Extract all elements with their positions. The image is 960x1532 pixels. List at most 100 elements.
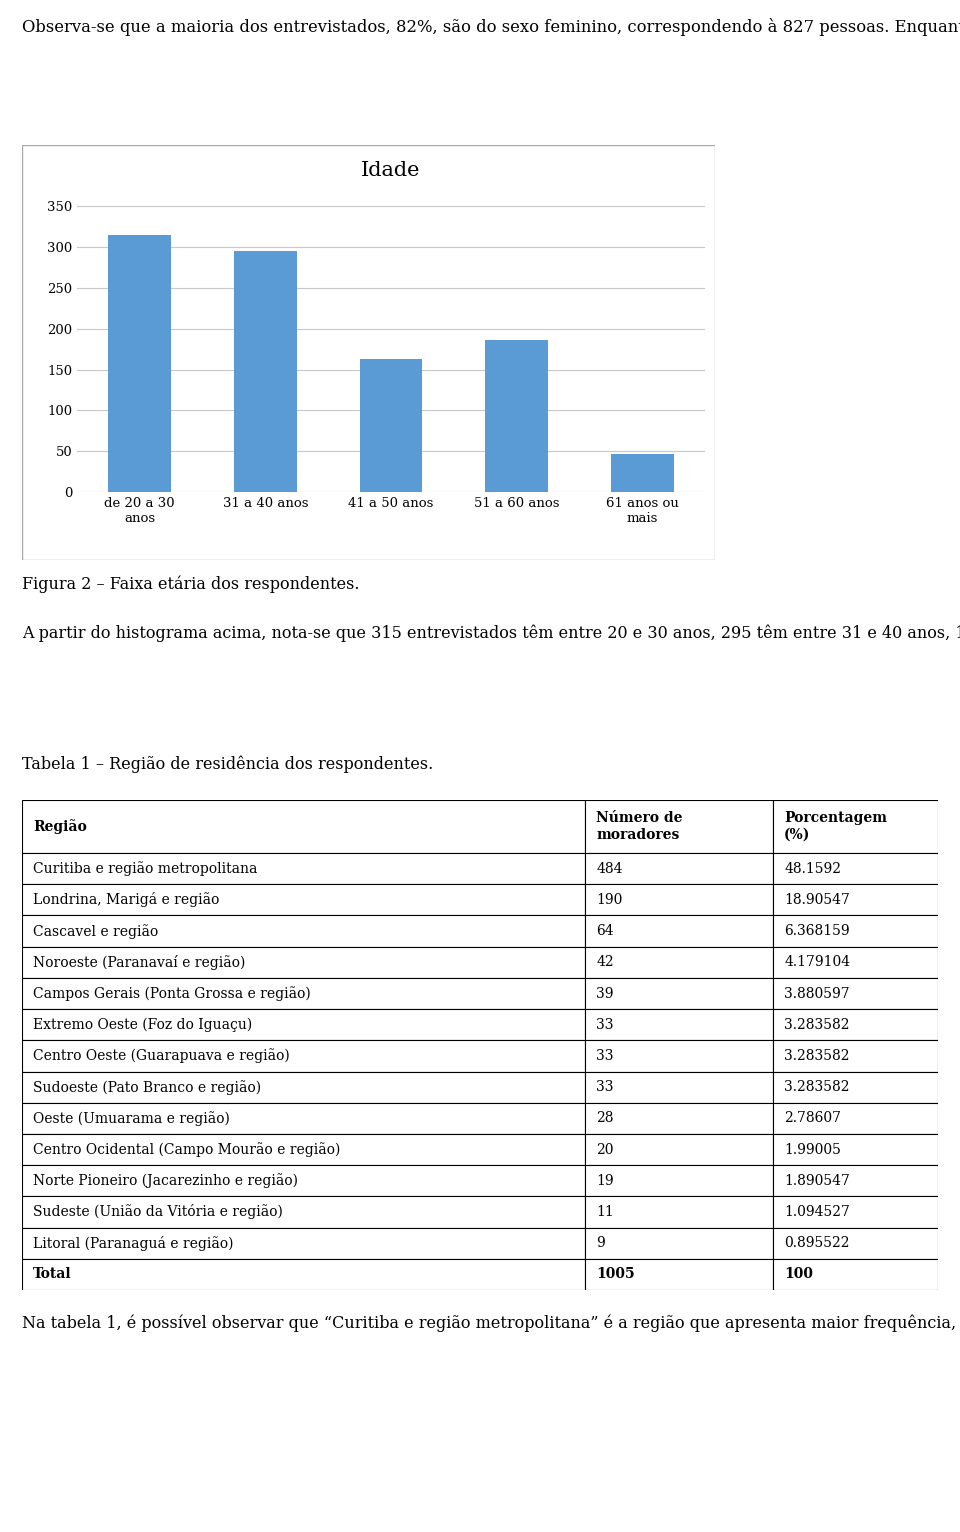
Text: 33: 33	[596, 1017, 613, 1031]
Bar	[586, 1071, 773, 1103]
Text: Noroeste (Paranavaí e região): Noroeste (Paranavaí e região)	[33, 954, 246, 970]
Text: 1.094527: 1.094527	[784, 1206, 850, 1219]
Bar	[22, 916, 586, 947]
Bar	[586, 977, 773, 1010]
Bar	[22, 884, 586, 916]
Text: Número de
moradores: Número de moradores	[596, 812, 683, 841]
Bar	[586, 1134, 773, 1166]
Text: Sudeste (União da Vitória e região): Sudeste (União da Vitória e região)	[33, 1204, 283, 1219]
Bar	[22, 1040, 586, 1071]
Text: Campos Gerais (Ponta Grossa e região): Campos Gerais (Ponta Grossa e região)	[33, 987, 311, 1000]
Bar	[586, 947, 773, 977]
Text: Litoral (Paranaguá e região): Litoral (Paranaguá e região)	[33, 1236, 233, 1250]
Text: 33: 33	[596, 1049, 613, 1063]
Text: Tabela 1 – Região de residência dos respondentes.: Tabela 1 – Região de residência dos resp…	[22, 755, 433, 772]
Bar	[773, 800, 938, 853]
Text: Porcentagem
(%): Porcentagem (%)	[784, 812, 887, 841]
Text: Centro Ocidental (Campo Mourão e região): Centro Ocidental (Campo Mourão e região)	[33, 1143, 341, 1157]
Bar	[586, 916, 773, 947]
Text: Total: Total	[33, 1267, 72, 1281]
Text: Centro Oeste (Guarapuava e região): Centro Oeste (Guarapuava e região)	[33, 1048, 290, 1063]
Text: 0.895522: 0.895522	[784, 1236, 850, 1250]
Text: 6.368159: 6.368159	[784, 924, 850, 938]
Bar	[773, 1227, 938, 1259]
Text: Sudoeste (Pato Branco e região): Sudoeste (Pato Branco e região)	[33, 1080, 261, 1094]
Bar	[22, 1010, 586, 1040]
Bar	[108, 234, 171, 492]
Bar	[773, 1071, 938, 1103]
Bar	[586, 800, 773, 853]
Text: Norte Pioneiro (Jacarezinho e região): Norte Pioneiro (Jacarezinho e região)	[33, 1174, 298, 1189]
Bar	[485, 340, 548, 492]
Bar	[22, 800, 586, 853]
Title: Idade: Idade	[361, 161, 420, 181]
Text: 48.1592: 48.1592	[784, 861, 841, 876]
Text: Figura 2 – Faixa etária dos respondentes.: Figura 2 – Faixa etária dos respondentes…	[22, 574, 359, 593]
Bar	[773, 853, 938, 884]
Text: 190: 190	[596, 893, 623, 907]
Bar	[773, 947, 938, 977]
Text: 42: 42	[596, 956, 614, 970]
Bar	[22, 1103, 586, 1134]
Bar	[360, 358, 422, 492]
Bar	[234, 251, 297, 492]
Bar	[773, 1166, 938, 1196]
Bar	[773, 916, 938, 947]
Text: Região: Região	[33, 820, 86, 833]
Bar	[586, 884, 773, 916]
Text: 39: 39	[596, 987, 613, 1000]
Bar	[773, 1103, 938, 1134]
Bar	[586, 1259, 773, 1290]
Text: Observa-se que a maioria dos entrevistados, 82%, são do sexo feminino, correspon: Observa-se que a maioria dos entrevistad…	[22, 18, 960, 35]
Text: Extremo Oeste (Foz do Iguaçu): Extremo Oeste (Foz do Iguaçu)	[33, 1017, 252, 1033]
Text: 28: 28	[596, 1111, 613, 1126]
Bar	[773, 1259, 938, 1290]
Text: 3.283582: 3.283582	[784, 1049, 850, 1063]
Bar	[586, 853, 773, 884]
Text: 484: 484	[596, 861, 623, 876]
Text: Oeste (Umuarama e região): Oeste (Umuarama e região)	[33, 1111, 229, 1126]
Text: 11: 11	[596, 1206, 614, 1219]
Text: 20: 20	[596, 1143, 613, 1157]
Bar	[586, 1166, 773, 1196]
Bar	[586, 1040, 773, 1071]
Text: 3.283582: 3.283582	[784, 1017, 850, 1031]
Text: 4.179104: 4.179104	[784, 956, 851, 970]
Bar	[586, 1227, 773, 1259]
Text: 64: 64	[596, 924, 614, 938]
Bar	[586, 1103, 773, 1134]
Bar	[586, 1010, 773, 1040]
Bar	[773, 1040, 938, 1071]
Bar	[22, 1259, 586, 1290]
Text: Na tabela 1, é possível observar que “Curitiba e região metropolitana” é a regiã: Na tabela 1, é possível observar que “Cu…	[22, 1314, 960, 1333]
Bar	[773, 977, 938, 1010]
Bar	[22, 1134, 586, 1166]
Text: 33: 33	[596, 1080, 613, 1094]
Bar	[22, 1071, 586, 1103]
Text: 1.99005: 1.99005	[784, 1143, 841, 1157]
Bar	[586, 1196, 773, 1227]
Bar	[22, 1196, 586, 1227]
Text: 1.890547: 1.890547	[784, 1174, 850, 1187]
Text: 1005: 1005	[596, 1267, 635, 1281]
Bar	[773, 884, 938, 916]
Text: Curitiba e região metropolitana: Curitiba e região metropolitana	[33, 861, 257, 876]
Bar	[22, 977, 586, 1010]
Text: 3.283582: 3.283582	[784, 1080, 850, 1094]
Bar	[22, 947, 586, 977]
Text: 9: 9	[596, 1236, 605, 1250]
Text: Londrina, Marigá e região: Londrina, Marigá e região	[33, 892, 220, 907]
Text: A partir do histograma acima, nota-se que 315 entrevistados têm entre 20 e 30 an: A partir do histograma acima, nota-se qu…	[22, 625, 960, 642]
Text: 19: 19	[596, 1174, 614, 1187]
Bar	[611, 455, 674, 492]
Bar	[22, 1166, 586, 1196]
Bar	[773, 1010, 938, 1040]
Text: 18.90547: 18.90547	[784, 893, 850, 907]
Text: Cascavel e região: Cascavel e região	[33, 924, 158, 939]
Text: 100: 100	[784, 1267, 813, 1281]
Bar	[773, 1196, 938, 1227]
Bar	[773, 1134, 938, 1166]
Text: 3.880597: 3.880597	[784, 987, 850, 1000]
Text: 2.78607: 2.78607	[784, 1111, 841, 1126]
Bar	[22, 1227, 586, 1259]
